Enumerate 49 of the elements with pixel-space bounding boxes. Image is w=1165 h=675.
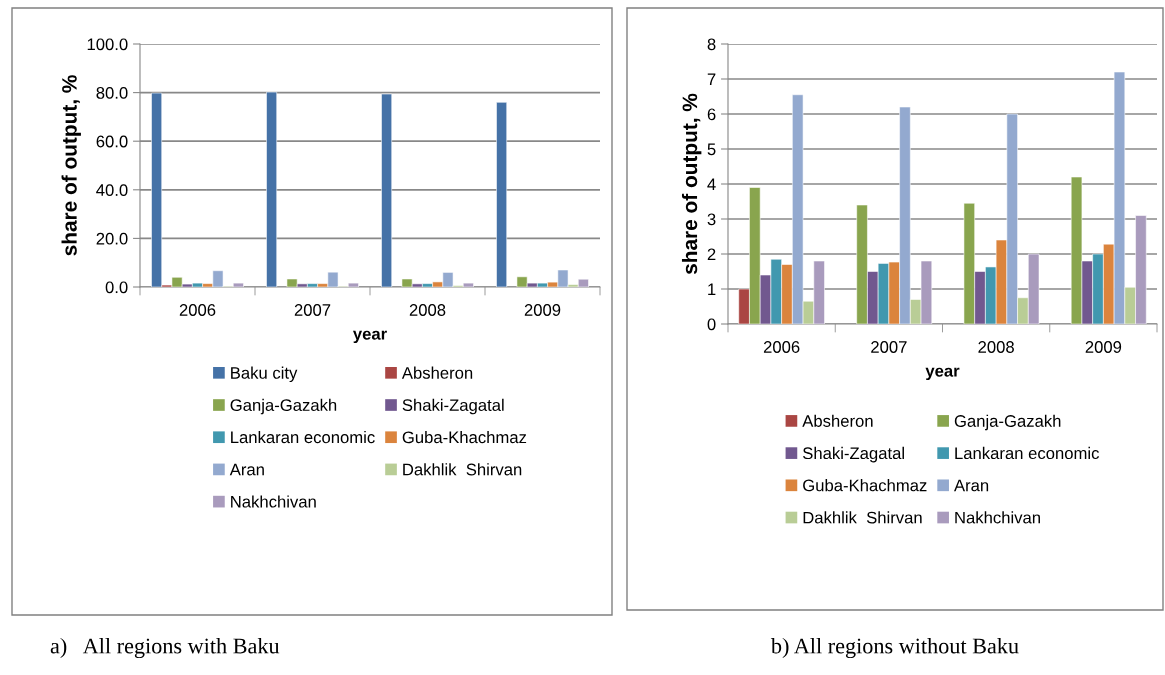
legend-label: Lankaran economic: [231, 430, 375, 444]
legend-label: Aran: [229, 463, 264, 476]
x-tick-label: 2009: [1085, 341, 1122, 353]
y-tick-label: 2: [707, 248, 716, 261]
y-tick-label: 6: [707, 108, 716, 121]
legend-label: Dakhlik Shirvan: [403, 463, 522, 476]
y-axis-title: share of output, %: [681, 93, 702, 275]
y-tick-label: 4: [707, 178, 716, 191]
legend-label: Absheron: [401, 366, 473, 379]
y-tick-label: 60.0: [96, 135, 128, 148]
legend-label: Ganja-Gazakh: [230, 398, 337, 415]
legend-label: Baku city: [231, 366, 298, 383]
x-tick-label: 2008: [409, 304, 446, 316]
legend-label: Dakhlik Shirvan: [803, 511, 922, 524]
bar: [266, 91, 277, 287]
y-tick-label: 8: [707, 38, 716, 51]
y-tick-label: 7: [707, 73, 716, 86]
y-tick-label: 0: [707, 318, 716, 331]
legend-label: Shaki-Zagatal: [803, 446, 904, 463]
x-tick-label: 2007: [871, 341, 907, 353]
legend-label: Guba-Khachmaz: [803, 479, 927, 492]
legend-label: Guba-Khachmaz: [402, 430, 527, 444]
x-tick-label: 2006: [763, 341, 800, 353]
legend-label: Ganja-Gazakh: [954, 414, 1061, 431]
x-axis-title: year: [925, 367, 960, 381]
y-tick-label: 80.0: [96, 87, 128, 99]
x-tick-label: 2009: [524, 304, 561, 316]
y-tick-label: 0.0: [105, 281, 128, 294]
text: a) All regions with Baku: [50, 637, 280, 659]
legend-label: Lankaran economic: [955, 446, 1099, 460]
legend-label: Aran: [954, 479, 989, 492]
text: b) All regions without Baku: [770, 637, 1019, 659]
bar: [496, 102, 507, 287]
x-axis-title: year: [352, 330, 387, 344]
y-tick-label: 40.0: [96, 184, 128, 196]
x-tick-label: 2008: [978, 341, 1014, 353]
x-tick-label: 2007: [294, 304, 331, 316]
x-tick-label: 2006: [179, 304, 216, 316]
y-tick-label: 100.0: [87, 38, 128, 51]
bar: [381, 93, 392, 287]
y-tick-label: 20.0: [96, 232, 128, 245]
legend-label: Shaki-Zagatal: [402, 398, 504, 415]
legend-label: Absheron: [802, 414, 873, 427]
y-tick-label: 3: [707, 213, 716, 226]
y-tick-label: 1: [708, 283, 716, 296]
legend-label: Nakhchivan: [231, 495, 316, 508]
y-tick-label: 5: [707, 143, 716, 156]
legend-label: Nakhchivan: [955, 511, 1040, 524]
y-axis-title: share of output, %: [61, 75, 81, 256]
